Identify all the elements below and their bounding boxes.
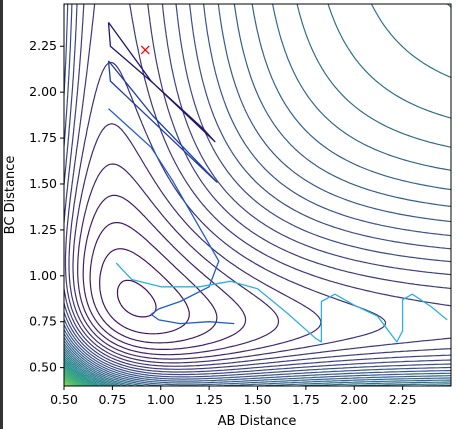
contour-level-41 (64, 380, 72, 386)
contour-level-42 (64, 381, 70, 386)
y-tick-label-7: 2.25 (29, 38, 57, 53)
y-tick-label-4: 1.50 (29, 176, 57, 191)
trajectory-path-1 (107, 60, 218, 183)
contour-level-21 (64, 4, 451, 386)
contour-level-16 (64, 4, 451, 384)
contour-level-13 (64, 4, 451, 378)
contour-level-33 (64, 370, 86, 386)
y-axis: 0.50 0.75 1.00 1.25 1.50 1.75 2.00 2.25 (29, 38, 64, 375)
start-marker-group (140, 45, 150, 55)
trajectory-path-0 (107, 22, 216, 143)
contour-level-14 (64, 4, 451, 380)
contour-level-18 (64, 4, 451, 386)
contour-lines (64, 4, 451, 386)
contour-level-31 (64, 367, 90, 386)
contour-level-17 (64, 4, 451, 386)
contour-level-27 (64, 361, 101, 386)
window-left-edge (0, 0, 3, 429)
y-tick-label-5: 1.75 (29, 130, 57, 145)
contour-level-3 (99, 248, 190, 335)
contour-level-11 (64, 4, 451, 373)
contour-level-39 (64, 378, 75, 386)
x-tick-label-1: 0.75 (98, 392, 126, 407)
y-tick-label-2: 1.00 (29, 268, 57, 283)
x-tick-label-4: 1.50 (244, 392, 272, 407)
y-tick-label-0: 0.50 (29, 360, 57, 375)
contour-level-5 (82, 194, 247, 350)
y-axis-label: BC Distance (3, 156, 18, 235)
x-tick-label-0: 0.50 (50, 392, 78, 407)
x-axis: 0.50 0.75 1.00 1.25 1.50 1.75 2.00 2.25 (50, 386, 417, 407)
contour-level-30 (64, 366, 93, 386)
x-axis-label: AB Distance (218, 414, 297, 429)
contour-level-15 (64, 4, 451, 382)
contour-level-6 (77, 163, 280, 356)
plot-area (64, 4, 451, 386)
contour-level-8 (68, 61, 387, 364)
contour-level-19 (64, 4, 451, 386)
x-tick-label-7: 2.25 (389, 392, 417, 407)
x-tick-label-2: 1.00 (147, 392, 175, 407)
contour-level-28 (64, 362, 98, 386)
contour-level-36 (64, 374, 80, 386)
x-tick-label-3: 1.25 (195, 392, 223, 407)
x-tick-label-6: 2.00 (340, 392, 368, 407)
y-tick-label-3: 1.25 (29, 222, 57, 237)
contour-level-32 (64, 369, 88, 386)
contour-level-25 (64, 357, 108, 386)
trajectory-group (107, 22, 448, 343)
contour-level-10 (64, 4, 451, 370)
start-marker-stroke-b (140, 45, 150, 55)
contour-level-7 (72, 123, 322, 360)
x-tick-label-5: 1.75 (292, 392, 320, 407)
y-tick-label-1: 0.75 (29, 314, 57, 329)
y-tick-label-6: 2.00 (29, 84, 57, 99)
contour-level-12 (64, 4, 451, 376)
contour-level-4 (89, 222, 218, 344)
contour-level-20 (64, 4, 451, 386)
trajectory-path-2 (108, 108, 235, 325)
contour-level-29 (64, 364, 95, 386)
trajectory-path-3 (115, 262, 448, 343)
contour-level-9 (64, 4, 451, 367)
